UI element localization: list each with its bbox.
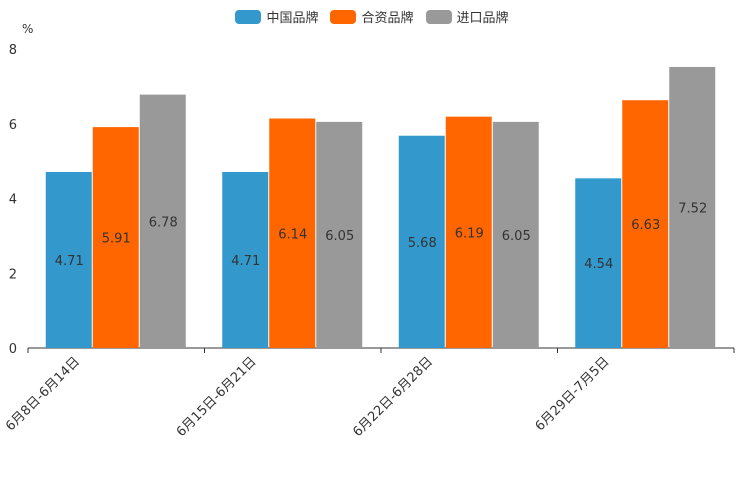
x-tick-label: 6月29日-7月5日 [533,354,613,434]
bar-imported-brand [492,121,539,348]
legend-label-china-brand: 中国品牌 [266,11,319,26]
x-tick-label: 6月8日-6月14日 [3,354,83,434]
legend-swatch-china-brand [235,9,262,24]
bar-joint-venture-brand [445,116,492,349]
x-tick-label: 6月22日-6月28日 [350,354,436,440]
bar-value-label: 5.91 [102,232,131,247]
bar-joint-venture-brand [269,118,316,348]
legend-label-imported-brand: 进口品牌 [456,11,509,26]
bar-value-label: 6.05 [325,229,354,244]
bar-imported-brand [316,121,363,348]
y-tick-label: 6 [9,118,17,133]
bar-imported-brand [139,94,186,348]
y-tick-label: 0 [9,342,17,357]
y-tick-label: 8 [9,43,17,58]
legend-swatch-imported-brand [425,9,452,24]
legend-label-joint-venture-brand: 合资品牌 [361,11,414,26]
bar-joint-venture-brand [622,100,669,348]
legend-item-imported-brand[interactable]: 进口品牌 [425,7,509,26]
bar-value-label: 4.71 [231,254,260,269]
bar-china-brand [45,171,92,348]
bar-imported-brand [669,66,716,348]
bar-china-brand [575,178,622,348]
bar-value-label: 6.63 [631,218,660,233]
y-tick-label: 2 [9,267,17,282]
bar-china-brand [398,135,445,348]
bar-value-label: 4.71 [55,254,84,269]
y-axis-unit-label: % [22,22,33,36]
bar-value-label: 7.52 [678,201,707,216]
bar-value-label: 6.14 [278,227,307,242]
legend-item-china-brand[interactable]: 中国品牌 [235,7,318,26]
legend: 中国品牌 合资品牌 进口品牌 [0,7,744,26]
bar-value-label: 6.78 [149,215,178,230]
bar-value-label: 5.68 [408,236,437,251]
bar-china-brand [222,171,269,348]
bar-value-label: 6.05 [502,229,531,244]
y-tick-label: 4 [9,193,17,208]
bar-joint-venture-brand [92,127,139,349]
bar-value-label: 6.19 [455,226,484,241]
legend-item-joint-venture-brand[interactable]: 合资品牌 [330,7,414,26]
legend-swatch-joint-venture-brand [330,9,357,24]
x-tick-label: 6月15日-6月21日 [174,354,260,440]
bar-value-label: 4.54 [584,257,613,272]
